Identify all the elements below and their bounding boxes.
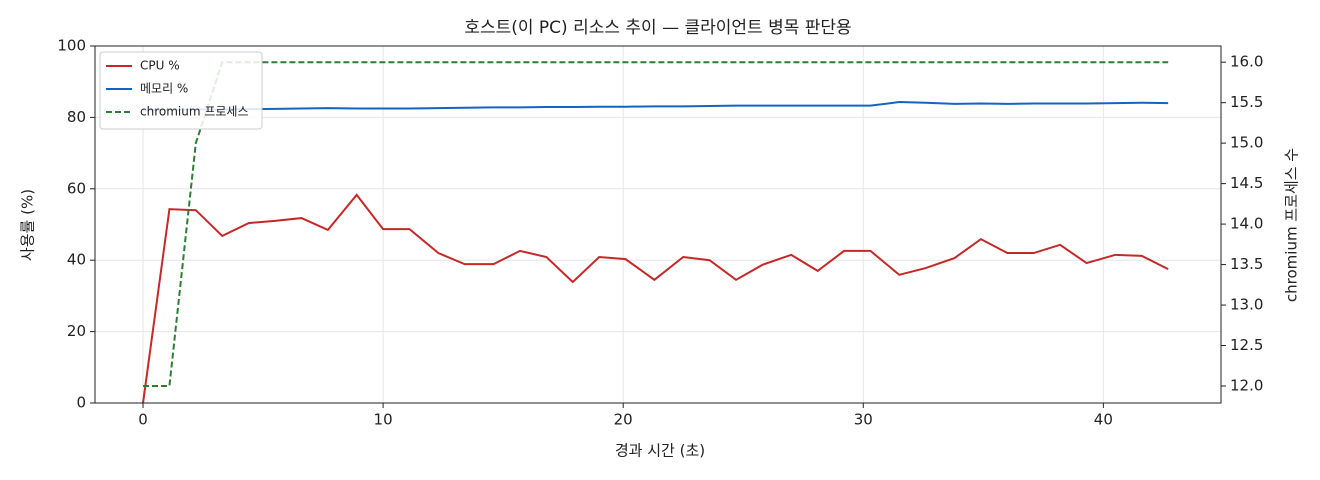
y-tick-label: 20 [67, 322, 86, 340]
series-line [143, 61, 1169, 387]
x-tick-label: 40 [1094, 411, 1113, 429]
y2-tick-label: 13.5 [1230, 255, 1263, 273]
legend-label: 메모리 % [140, 82, 188, 96]
x-tick-label: 30 [854, 411, 873, 429]
x-tick-label: 0 [138, 411, 148, 429]
y2-axis-label: chromium 프로세스 수 [1283, 148, 1301, 302]
x-tick-label: 10 [374, 411, 393, 429]
y2-tick-label: 12.0 [1230, 377, 1263, 395]
x-axis-label: 경과 시간 (초) [615, 442, 705, 460]
plot-frame [94, 45, 1222, 404]
y2-tick-label: 15.0 [1230, 134, 1263, 152]
legend-label: chromium 프로세스 [140, 105, 249, 119]
series-line [143, 101, 1169, 112]
y-tick-label: 100 [57, 37, 86, 55]
legend: CPU % 메모리 % chromium 프로세스 [99, 51, 263, 130]
y2-tick-label: 13.0 [1230, 296, 1263, 314]
series-line [142, 193, 1169, 404]
y-tick-label: 0 [76, 394, 86, 412]
y2-tick-label: 16.0 [1230, 53, 1263, 71]
y-axis-label: 사용률 (%) [19, 189, 37, 261]
legend-box [99, 51, 263, 130]
x-tick-label: 20 [614, 411, 633, 429]
y-tick-label: 80 [67, 108, 86, 126]
y2-tick-label: 12.5 [1230, 336, 1263, 354]
chart-title: 호스트(이 PC) 리소스 추이 — 클라이언트 병목 판단용 [464, 18, 851, 38]
y2-tick-label: 14.0 [1230, 215, 1263, 233]
y-tick-label: 60 [67, 179, 86, 197]
y-tick-label: 40 [67, 251, 86, 269]
y2-tick-label: 15.5 [1230, 93, 1263, 111]
legend-label: CPU % [140, 59, 180, 73]
y2-tick-label: 14.5 [1230, 174, 1263, 192]
